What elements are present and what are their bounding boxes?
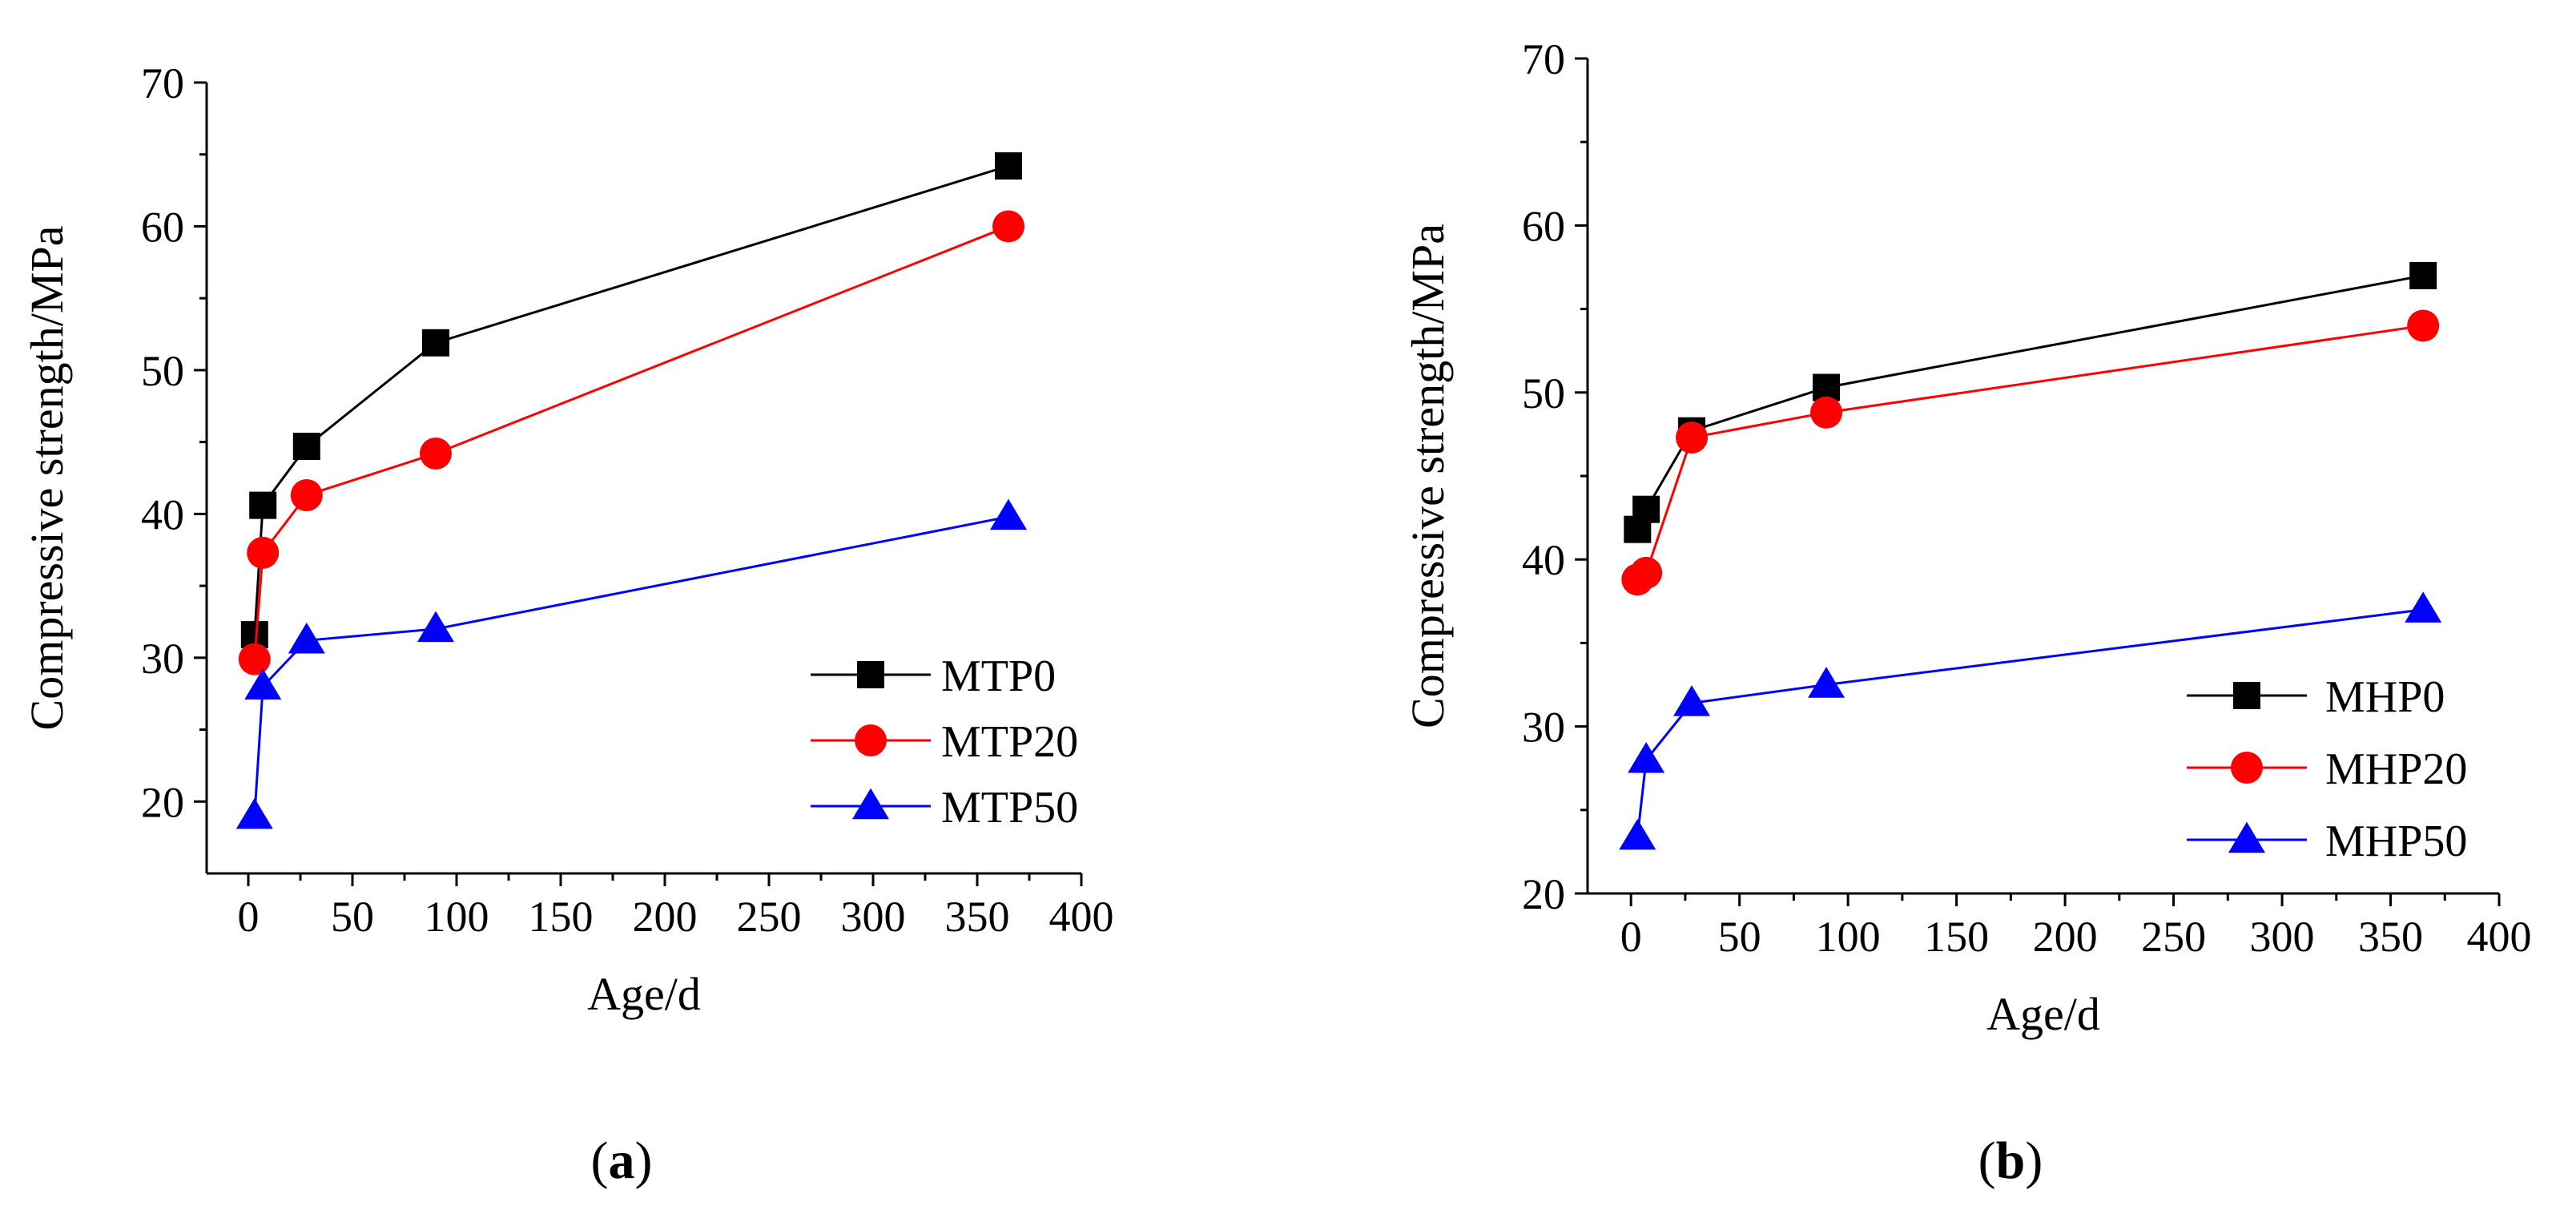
series-MTP0 (240, 152, 1022, 649)
data-point (2407, 309, 2440, 342)
y-tick-label: 50 (1522, 369, 1565, 417)
y-tick-label: 40 (1522, 536, 1565, 584)
series-MHP50 (1619, 591, 2442, 850)
y-tick-label: 70 (141, 59, 184, 107)
y-tick-label: 50 (141, 347, 184, 395)
y-tick-label: 20 (1522, 870, 1565, 918)
series-line (253, 164, 1009, 635)
legend-label: MHP20 (2325, 744, 2467, 794)
data-point (249, 491, 277, 519)
x-tick-label: 250 (2141, 913, 2206, 961)
y-tick-label: 30 (141, 635, 184, 683)
y-tick-label: 20 (141, 778, 184, 826)
data-point (1628, 741, 1665, 773)
data-point (247, 536, 280, 569)
x-tick-label: 250 (737, 893, 802, 941)
data-point (292, 433, 320, 461)
legend-marker (852, 788, 889, 820)
x-tick-label: 0 (1620, 913, 1642, 961)
y-axis-title: Compressive strength/MPa (21, 226, 73, 731)
x-tick-label: 350 (945, 893, 1010, 941)
data-point (1619, 818, 1656, 850)
legend-label: MHP50 (2325, 817, 2467, 866)
legend-entry-MHP20: MHP20 (2187, 744, 2467, 794)
series-MTP20 (238, 210, 1024, 676)
data-point (1673, 685, 1711, 716)
legend-label: MTP50 (941, 783, 1078, 833)
legend-marker (2233, 682, 2260, 709)
legend-label: MTP20 (941, 717, 1078, 767)
series-MTP50 (235, 498, 1027, 829)
x-tick-label: 350 (2358, 913, 2423, 961)
series-MHP20 (1621, 309, 2440, 596)
x-tick-label: 300 (841, 893, 906, 941)
data-point (990, 498, 1027, 530)
data-point (288, 622, 325, 654)
data-point (1630, 556, 1663, 589)
data-point (1810, 396, 1843, 429)
data-point (2405, 591, 2442, 623)
y-axis-title: Compressive strength/MPa (1402, 224, 1454, 728)
legend-entry-MTP20: MTP20 (811, 717, 1078, 767)
y-tick-label: 70 (1522, 35, 1565, 83)
chart-panel-a: 0 50 100 150 200 250 300 350 400 20 30 40 50 60 70 Age/… (21, 59, 1114, 1190)
data-point (995, 152, 1022, 180)
x-tick-label: 300 (2250, 913, 2315, 961)
series-MHP0 (1624, 261, 2437, 543)
x-tick-label: 100 (425, 893, 489, 941)
data-point (244, 668, 282, 700)
y-tick-label: 30 (1522, 704, 1565, 752)
data-point (417, 611, 454, 643)
panel-label: (b) (1978, 1131, 2043, 1190)
series-line (1636, 274, 2424, 530)
y-tick-label: 60 (141, 203, 184, 251)
data-point (992, 210, 1024, 243)
data-point (1632, 495, 1660, 523)
x-tick-label: 100 (1816, 913, 1881, 961)
legend-entry-MTP0: MTP0 (811, 651, 1056, 701)
x-tick-label: 150 (1924, 913, 1989, 961)
data-point (235, 797, 273, 829)
x-tick-label: 50 (331, 893, 374, 941)
x-tick-label: 50 (1718, 913, 1761, 961)
legend-entry-MTP50: MTP50 (811, 783, 1078, 833)
legend-marker (857, 661, 884, 688)
data-point (420, 437, 452, 470)
series-line (253, 225, 1009, 659)
series-line (253, 515, 1009, 817)
x-tick-label: 400 (1049, 893, 1114, 941)
data-point (238, 643, 271, 676)
panel-label: (a) (591, 1131, 653, 1190)
series-line (1636, 608, 2424, 837)
x-tick-label: 400 (2467, 913, 2532, 961)
data-point (290, 479, 323, 512)
series-line (1636, 324, 2424, 581)
x-tick-label: 200 (633, 893, 698, 941)
data-point (422, 329, 449, 357)
legend-entry-MHP50: MHP50 (2187, 817, 2467, 866)
legend-entry-MHP0: MHP0 (2187, 672, 2445, 722)
y-tick-label: 60 (1522, 202, 1565, 250)
y-tick-label: 40 (141, 490, 184, 538)
x-tick-label: 0 (238, 893, 260, 941)
legend-marker (2231, 752, 2263, 784)
x-tick-label: 150 (529, 893, 594, 941)
legend-label: MTP0 (941, 651, 1056, 701)
x-axis-title: Age/d (587, 968, 701, 1020)
data-point (2409, 261, 2437, 289)
legend-marker (2228, 821, 2265, 853)
legend-marker (855, 724, 887, 756)
x-axis-title: Age/d (1986, 988, 2100, 1040)
data-point (1676, 421, 1709, 454)
x-tick-label: 200 (2033, 913, 2098, 961)
chart-panel-b: 0 50 100 150 200 250 300 350 400 20 30 40 50 60 70 Age/… (1402, 35, 2532, 1190)
data-point (1808, 667, 1845, 698)
legend-label: MHP0 (2325, 672, 2445, 722)
